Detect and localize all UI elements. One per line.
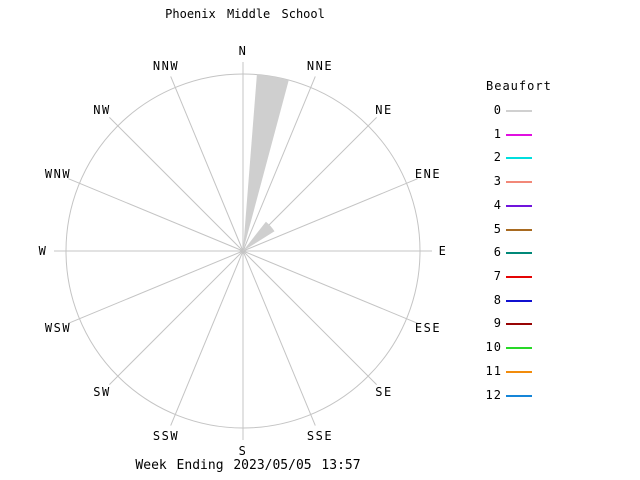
legend-row-beaufort-6: 6 (470, 245, 550, 259)
petal-ne (243, 221, 275, 251)
compass-label-nne: NNE (306, 59, 334, 73)
legend-color-swatch (506, 322, 532, 325)
compass-label-wnw: WNW (44, 167, 72, 181)
compass-label-ssw: SSW (152, 429, 180, 443)
legend-row-beaufort-4: 4 (470, 198, 550, 212)
rose-spoke-nne (242, 76, 316, 252)
chart-title: Phoenix Middle School (165, 7, 325, 21)
legend-row-beaufort-0: 0 (470, 103, 550, 117)
compass-label-se: SE (375, 385, 393, 399)
compass-label-sw: SW (93, 385, 111, 399)
rose-spoke-wnw (68, 178, 244, 252)
rose-spoke-nw (109, 117, 244, 252)
legend-row-beaufort-10: 10 (470, 340, 550, 354)
rose-spoke-se (242, 250, 377, 385)
legend-row-beaufort-8: 8 (470, 293, 550, 307)
compass-label-wsw: WSW (44, 321, 72, 335)
legend-label: 1 (493, 127, 502, 141)
rose-spoke-ene (242, 178, 418, 252)
petal-n-nne (243, 74, 289, 251)
compass-label-e: E (438, 244, 448, 258)
legend-color-swatch (506, 156, 532, 159)
rose-spoke-sse (242, 250, 316, 426)
legend-row-beaufort-3: 3 (470, 174, 550, 188)
legend-row-beaufort-9: 9 (470, 316, 550, 330)
compass-label-n: N (238, 44, 248, 58)
legend-row-beaufort-12: 12 (470, 388, 550, 402)
legend-label: 8 (493, 293, 502, 307)
legend-color-swatch (506, 251, 532, 254)
compass-label-sse: SSE (306, 429, 334, 443)
legend-label: 3 (493, 174, 502, 188)
legend-color-swatch (506, 370, 532, 373)
legend-color-swatch (506, 394, 532, 397)
compass-label-nnw: NNW (152, 59, 180, 73)
compass-label-ese: ESE (414, 321, 442, 335)
compass-label-ene: ENE (414, 167, 442, 181)
legend-color-swatch (506, 180, 532, 183)
legend-label: 6 (493, 245, 502, 259)
legend-row-beaufort-11: 11 (470, 364, 550, 378)
legend-color-swatch (506, 109, 532, 112)
rose-spoke-sw (109, 250, 244, 385)
legend-row-beaufort-1: 1 (470, 127, 550, 141)
rose-spoke-wsw (68, 250, 244, 324)
compass-label-nw: NW (93, 103, 111, 117)
legend-color-swatch (506, 299, 532, 302)
legend-label: 2 (493, 150, 502, 164)
compass-label-ne: NE (375, 103, 393, 117)
legend-label: 4 (493, 198, 502, 212)
rose-spoke-nnw (170, 76, 244, 252)
legend-row-beaufort-7: 7 (470, 269, 550, 283)
legend-title: Beaufort (486, 79, 552, 93)
rose-spoke-ssw (170, 250, 244, 426)
legend-label: 10 (485, 340, 502, 354)
legend-color-swatch (506, 228, 532, 231)
compass-label-w: W (38, 244, 48, 258)
legend-label: 9 (493, 316, 502, 330)
legend-color-swatch (506, 275, 532, 278)
legend-label: 12 (485, 388, 502, 402)
rose-spoke-ese (242, 250, 418, 324)
legend-label: 11 (485, 364, 502, 378)
legend-row-beaufort-5: 5 (470, 222, 550, 236)
legend-label: 5 (493, 222, 502, 236)
compass-label-s: S (238, 444, 248, 458)
legend-color-swatch (506, 204, 532, 207)
legend-row-beaufort-2: 2 (470, 150, 550, 164)
legend-label: 0 (493, 103, 502, 117)
chart-footer: Week Ending 2023/05/05 13:57 (135, 458, 361, 473)
legend-color-swatch (506, 346, 532, 349)
legend-label: 7 (493, 269, 502, 283)
legend-color-swatch (506, 133, 532, 136)
